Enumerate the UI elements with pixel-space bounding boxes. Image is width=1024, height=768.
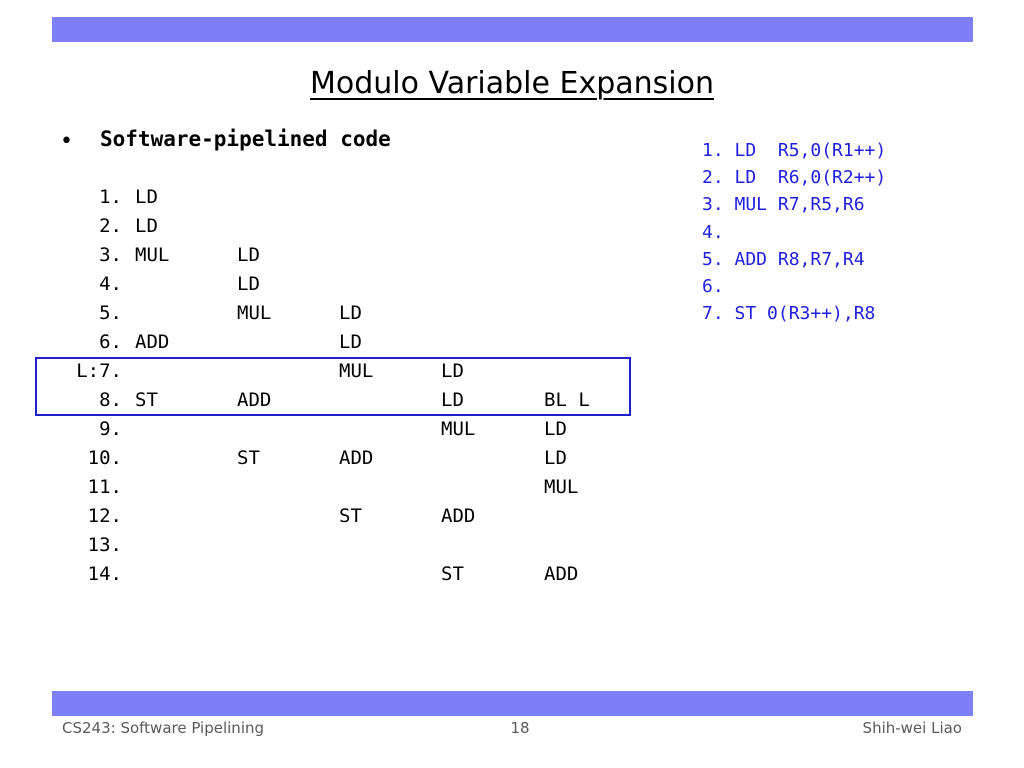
cycle-number: L:7. <box>76 360 122 382</box>
cycle-number: 1. <box>99 186 122 208</box>
cycle-number: 8. <box>99 389 122 411</box>
schedule-row: 2. LD <box>0 214 660 238</box>
iteration-1-op: LD <box>135 215 158 237</box>
iteration-3-op: LD <box>339 302 362 324</box>
iteration-2-op: ADD <box>237 389 272 411</box>
code-line: 3. MUL R7,R5,R6 <box>702 194 865 216</box>
slide-title: Modulo Variable Expansion <box>309 66 714 101</box>
code-line: 1. LD R5,0(R1++) <box>702 140 887 161</box>
code-line: 4. <box>702 221 724 243</box>
iteration-1-op: LD <box>135 186 158 208</box>
iteration-4-op: ST <box>441 563 464 585</box>
bullet-heading: Software-pipelined code <box>100 127 391 151</box>
cycle-number: 3. <box>99 244 122 266</box>
iteration-5-op: BL L <box>544 389 590 411</box>
top-band <box>52 17 973 42</box>
cycle-number: 4. <box>99 273 122 295</box>
cycle-number: 14. <box>87 563 122 585</box>
schedule-row: 9. MUL LD <box>0 417 660 441</box>
iteration-3-op: LD <box>339 331 362 353</box>
schedule-row: 10. ST ADD LD <box>0 446 660 470</box>
iteration-4-op: ADD <box>441 505 476 527</box>
cycle-number: 5. <box>99 302 122 324</box>
iteration-3-op: ST <box>339 505 362 527</box>
iteration-1-op: MUL <box>135 244 170 266</box>
cycle-number: 6. <box>99 331 122 353</box>
schedule-row: 3. MUL LD <box>0 243 660 267</box>
iteration-5-op: MUL <box>544 476 579 498</box>
cycle-number: 11. <box>87 476 122 498</box>
iteration-5-op: ADD <box>544 563 579 585</box>
footer-course: CS243: Software Pipelining <box>62 719 265 737</box>
schedule-row: L:7. MUL LD <box>0 359 660 383</box>
kernel-highlight-box <box>35 357 631 416</box>
schedule-row: 4. LD <box>0 272 660 296</box>
schedule-row: 13. <box>0 533 660 557</box>
cycle-number: 9. <box>99 418 122 440</box>
iteration-4-op: MUL <box>441 418 476 440</box>
iteration-2-op: LD <box>237 273 260 295</box>
footer-author: Shih-wei Liao <box>862 719 962 737</box>
bottom-band <box>52 691 973 716</box>
original-loop-code: 1. LD R5,0(R1++) 2. LD R6,0(R2++) 3. MUL R… <box>702 137 886 327</box>
iteration-3-op: MUL <box>339 360 374 382</box>
iteration-1-op: ST <box>135 389 158 411</box>
code-line: 2. LD R6,0(R2++) <box>702 167 887 189</box>
iteration-5-op: LD <box>544 418 567 440</box>
iteration-2-op: MUL <box>237 302 272 324</box>
code-line: 7. ST 0(R3++),R8 <box>702 303 876 325</box>
iteration-1-op: ADD <box>135 331 170 353</box>
cycle-number: 13. <box>87 534 122 556</box>
schedule-row: 1. LD <box>0 185 660 209</box>
iteration-4-op: LD <box>441 389 464 411</box>
iteration-4-op: LD <box>441 360 464 382</box>
iteration-5-op: LD <box>544 447 567 469</box>
schedule-row: 6. ADD LD <box>0 330 660 354</box>
iteration-2-op: ST <box>237 447 260 469</box>
schedule-row: 8. ST ADD LD BL L <box>0 388 660 412</box>
iteration-3-op: ADD <box>339 447 374 469</box>
footer-page-number: 18 <box>510 719 530 737</box>
schedule-row: 14. ST ADD <box>0 562 660 586</box>
code-line: 6. <box>702 275 724 297</box>
schedule-row: 5. MUL LD <box>0 301 660 325</box>
bullet-marker: • <box>60 129 73 154</box>
code-line: 5. ADD R8,R7,R4 <box>702 248 865 270</box>
cycle-number: 10. <box>87 447 122 469</box>
schedule-row: 12. ST ADD <box>0 504 660 528</box>
iteration-2-op: LD <box>237 244 260 266</box>
schedule-row: 11. MUL <box>0 475 660 499</box>
cycle-number: 12. <box>87 505 122 527</box>
cycle-number: 2. <box>99 215 122 237</box>
